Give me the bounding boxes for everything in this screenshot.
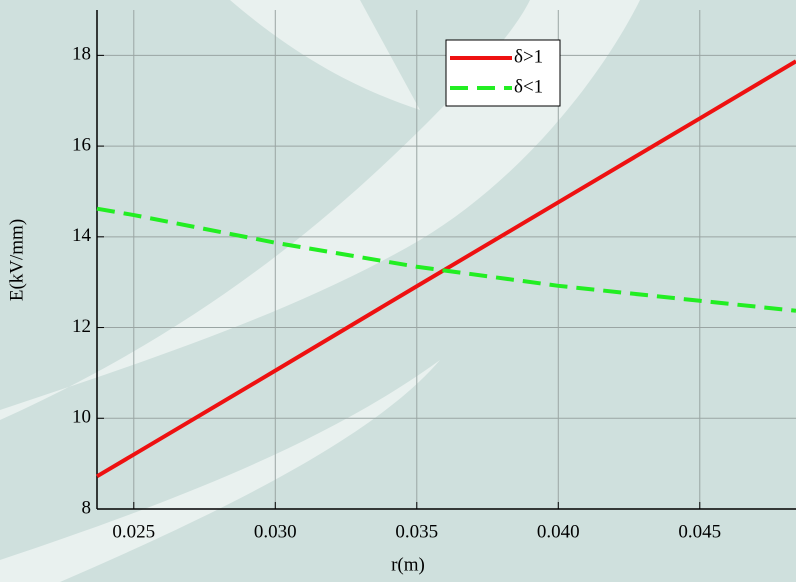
x-tick-label: 0.025 bbox=[112, 521, 155, 542]
x-tick-label: 0.045 bbox=[678, 521, 721, 542]
y-tick-label: 8 bbox=[82, 497, 92, 518]
y-tick-label: 12 bbox=[72, 316, 91, 337]
x-tick-label: 0.040 bbox=[537, 521, 580, 542]
y-axis-title: E(kV/mm) bbox=[6, 219, 27, 301]
x-axis-title: r(m) bbox=[391, 554, 425, 575]
y-tick-label: 18 bbox=[72, 44, 91, 65]
legend-label: δ<1 bbox=[514, 76, 543, 97]
legend-label: δ>1 bbox=[514, 46, 543, 67]
x-tick-label: 0.035 bbox=[395, 521, 438, 542]
y-tick-label: 14 bbox=[72, 225, 92, 246]
y-tick-label: 10 bbox=[72, 407, 91, 428]
y-tick-label: 16 bbox=[72, 134, 91, 155]
chart: r(m) E(kV/mm) 8 10 12 14 16 18 0.025 0.030 0.035… bbox=[0, 0, 796, 582]
x-tick-label: 0.030 bbox=[254, 521, 297, 542]
